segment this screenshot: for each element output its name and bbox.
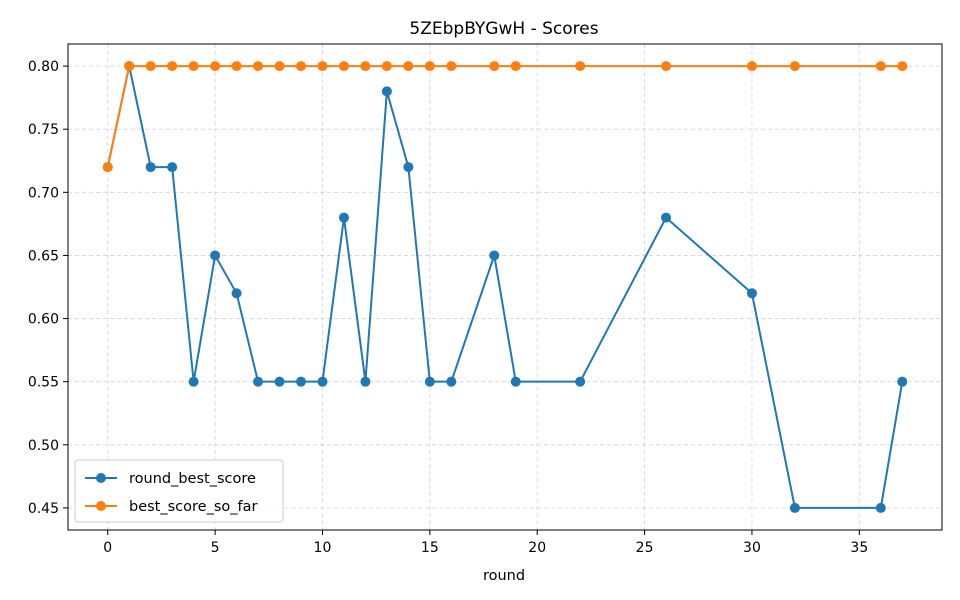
- data-point-round_best_score: [231, 288, 242, 299]
- data-point-round_best_score: [295, 376, 306, 387]
- series-round_best_score: [102, 61, 908, 513]
- x-tick-label: 10: [314, 540, 332, 556]
- series-best_score_so_far: [102, 61, 908, 173]
- data-point-best_score_so_far: [661, 61, 672, 72]
- legend-marker: [96, 473, 106, 483]
- data-point-best_score_so_far: [124, 61, 135, 72]
- data-point-round_best_score: [875, 502, 886, 513]
- y-tick-label: 0.50: [28, 438, 59, 454]
- data-point-round_best_score: [510, 376, 521, 387]
- data-point-round_best_score: [746, 288, 757, 299]
- series-line-round_best_score: [106, 65, 904, 509]
- y-tick-label: 0.70: [28, 185, 59, 201]
- data-point-best_score_so_far: [188, 61, 199, 72]
- data-point-best_score_so_far: [167, 61, 178, 72]
- data-point-best_score_so_far: [424, 61, 435, 72]
- legend-item-best_score_so_far: best_score_so_far: [85, 499, 257, 515]
- data-point-round_best_score: [317, 376, 328, 387]
- data-point-round_best_score: [188, 376, 199, 387]
- x-tick-label: 30: [743, 540, 761, 556]
- y-tick-label: 0.80: [28, 59, 59, 75]
- data-point-best_score_so_far: [253, 61, 264, 72]
- data-point-best_score_so_far: [231, 61, 242, 72]
- data-point-round_best_score: [575, 376, 586, 387]
- x-axis: 0 5 10 15 20 25 30 35: [103, 530, 868, 556]
- data-point-round_best_score: [167, 162, 178, 173]
- data-point-round_best_score: [210, 250, 221, 261]
- data-point-best_score_so_far: [789, 61, 800, 72]
- data-point-round_best_score: [789, 502, 800, 513]
- data-point-best_score_so_far: [746, 61, 757, 72]
- y-tick-label: 0.55: [28, 375, 59, 391]
- data-point-round_best_score: [403, 162, 414, 173]
- legend-label: best_score_so_far: [129, 499, 257, 515]
- data-point-round_best_score: [253, 376, 264, 387]
- data-point-round_best_score: [360, 376, 371, 387]
- data-point-round_best_score: [661, 212, 672, 223]
- series-line-best_score_so_far: [106, 65, 903, 168]
- data-point-best_score_so_far: [897, 61, 908, 72]
- data-point-best_score_so_far: [274, 61, 285, 72]
- x-axis-label: round: [483, 568, 525, 584]
- y-axis: 0.45 0.50 0.55 0.60 0.65 0.70 0.75 0.80: [28, 59, 68, 517]
- legend-item-round_best_score: round_best_score: [85, 471, 256, 487]
- x-tick-label: 0: [103, 540, 112, 556]
- data-point-best_score_so_far: [102, 162, 113, 173]
- data-point-best_score_so_far: [145, 61, 156, 72]
- legend-box: [74, 459, 284, 523]
- data-point-best_score_so_far: [575, 61, 586, 72]
- y-tick-label: 0.60: [28, 312, 59, 328]
- legend-label: round_best_score: [129, 471, 256, 487]
- data-point-round_best_score: [274, 376, 285, 387]
- data-point-best_score_so_far: [295, 61, 306, 72]
- plot-frame: [67, 43, 943, 531]
- legend: round_best_score best_score_so_far: [74, 459, 284, 523]
- data-point-best_score_so_far: [338, 61, 349, 72]
- y-tick-label: 0.75: [28, 122, 59, 138]
- data-point-best_score_so_far: [403, 61, 414, 72]
- legend-marker: [96, 501, 106, 511]
- data-point-best_score_so_far: [210, 61, 221, 72]
- x-tick-label: 20: [528, 540, 546, 556]
- data-point-best_score_so_far: [446, 61, 457, 72]
- data-point-round_best_score: [145, 162, 156, 173]
- series-layer: [102, 61, 908, 513]
- chart-title: 5ZEbpBYGwH - Scores: [409, 19, 598, 39]
- data-point-best_score_so_far: [510, 61, 521, 72]
- y-tick-label: 0.45: [28, 501, 59, 517]
- x-tick-label: 15: [421, 540, 439, 556]
- grid: [68, 44, 942, 530]
- data-point-best_score_so_far: [875, 61, 886, 72]
- x-tick-label: 35: [850, 540, 868, 556]
- data-point-round_best_score: [897, 376, 908, 387]
- data-point-round_best_score: [446, 376, 457, 387]
- data-point-best_score_so_far: [360, 61, 371, 72]
- x-tick-label: 5: [211, 540, 220, 556]
- y-tick-label: 0.65: [28, 248, 59, 264]
- data-point-round_best_score: [381, 86, 392, 97]
- data-point-best_score_so_far: [317, 61, 328, 72]
- data-point-best_score_so_far: [381, 61, 392, 72]
- data-point-round_best_score: [424, 376, 435, 387]
- data-point-round_best_score: [338, 212, 349, 223]
- x-tick-label: 25: [636, 540, 654, 556]
- data-point-round_best_score: [489, 250, 500, 261]
- data-point-best_score_so_far: [489, 61, 500, 72]
